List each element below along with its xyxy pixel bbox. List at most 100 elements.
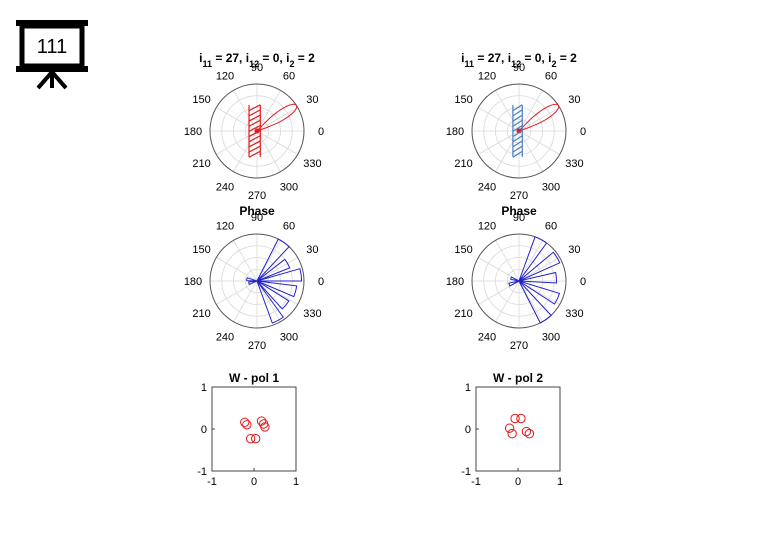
angle-tick-label: 210 [192,308,210,320]
hatch-stroke [512,135,523,143]
angle-tick-label: 0 [318,276,324,288]
angle-tick-label: 330 [303,308,321,320]
polar-grid-spoke [518,257,560,282]
angle-tick-label: 90 [513,212,525,224]
angle-tick-label: 150 [192,244,210,256]
angle-tick-label: 0 [580,276,586,288]
y-tick-label: -1 [461,466,471,478]
polar-chart: i11 = 27, i12 = 0, i2 = 2 0 30 60 90 120 150 18… [184,51,324,202]
angle-tick-label: 90 [251,212,263,224]
polar-chart: Phase 0 30 60 90 120 150 180 210 240 270 300 330 [446,204,586,352]
angle-tick-label: 210 [454,158,472,170]
chart-title: i11 = 27, i12 = 0, i2 = 2 [461,51,577,69]
phase-wedge [508,280,520,287]
chart-title: Phase [239,204,275,218]
polar-grid-spoke [495,240,520,282]
hatch-stroke [512,119,523,127]
phase-wedge [518,271,558,284]
angle-tick-label: 150 [192,94,210,106]
polar-grid-spoke [216,257,258,282]
angle-tick-label: 240 [216,331,234,343]
angle-tick-label: 30 [306,94,318,106]
angle-tick-label: 330 [565,308,583,320]
x-tick-label: 0 [515,476,521,488]
polar-outer-ring [209,233,305,329]
polar-grid-spoke [518,130,543,172]
angle-tick-label: 30 [568,94,580,106]
x-tick-label: 0 [251,476,257,488]
hatch-stroke [512,104,523,112]
chart-title: i11 = 27, i12 = 0, i2 = 2 [199,51,315,69]
angle-tick-label: 240 [478,331,496,343]
angle-tick-label: 240 [216,181,234,193]
y-tick-label: 1 [465,382,471,394]
angle-tick-label: 300 [542,331,560,343]
hatch-stroke [248,140,261,148]
scatter-point [510,413,520,424]
angle-tick-label: 270 [248,190,266,202]
chart-title: W - pol 2 [493,371,543,385]
angle-tick-label: 210 [454,308,472,320]
scatter-chart: W - pol 1 -1 0 1 -1 0 1 [197,371,299,488]
angle-tick-label: 0 [580,126,586,138]
polar-chart: i11 = 27, i12 = 0, i2 = 2 0 30 60 90 120 150 18… [446,51,586,202]
angle-tick-label: 240 [478,181,496,193]
polar-grid-spoke [256,90,281,132]
badge-label: 111 [37,36,67,58]
phase-wedge [518,280,561,305]
hatch-stroke [248,135,261,143]
angle-tick-label: 150 [454,94,472,106]
chart-title: Phase [501,204,537,218]
phase-wedge [248,280,258,285]
x-tick-label: 1 [293,476,299,488]
polar-grid-spoke [518,107,560,132]
polar-grid-spoke [233,280,258,322]
angle-tick-label: 300 [280,331,298,343]
hatch-stroke [248,150,261,158]
phase-wedge [256,280,298,298]
scatter-point [245,433,256,444]
scatter-point [521,426,532,437]
hatch-stroke [248,130,261,138]
polar-grid-spoke [233,130,258,172]
angle-tick-label: 270 [510,340,528,352]
hatch-stroke [512,145,523,153]
angle-tick-label: 90 [513,62,525,74]
angle-tick-label: 300 [280,181,298,193]
polar-grid-spoke [216,130,258,155]
angle-tick-label: 210 [192,158,210,170]
x-tick-label: -1 [207,476,217,488]
phase-wedge [510,276,520,282]
presentation-board-icon: 111 [14,16,90,92]
phase-wedge [256,280,284,324]
polar-grid-spoke [256,280,281,322]
phase-wedge [518,280,552,324]
polar-grid-spoke [256,130,298,155]
hatch-stroke [248,145,261,153]
angle-tick-label: 300 [542,181,560,193]
hatch-stroke [512,140,523,148]
scatter-chart: W - pol 2 -1 0 1 -1 0 1 [461,371,563,488]
scatter-point [256,416,267,426]
scatter-point [524,428,535,439]
y-tick-label: 0 [201,424,207,436]
phase-wedge [256,268,303,282]
angle-tick-label: 60 [545,221,557,233]
hatch-stroke [248,114,261,122]
plot-area [475,386,561,472]
scatter-point [250,433,261,444]
y-tick-label: 0 [465,424,471,436]
angle-tick-label: 120 [478,71,496,83]
hatch-stroke [248,124,261,132]
scatter-point [504,423,515,433]
angle-tick-label: 270 [248,340,266,352]
polar-outer-ring [209,83,305,179]
polar-grid-spoke [518,90,543,132]
hatch-stroke [512,109,523,117]
hatch-stroke [512,150,523,158]
y-tick-label: -1 [197,466,207,478]
hatch-stroke [248,104,261,112]
polar-grid-spoke [518,240,543,282]
polar-chart: Phase 0 30 60 90 120 150 180 210 240 270 300 330 [184,204,324,352]
